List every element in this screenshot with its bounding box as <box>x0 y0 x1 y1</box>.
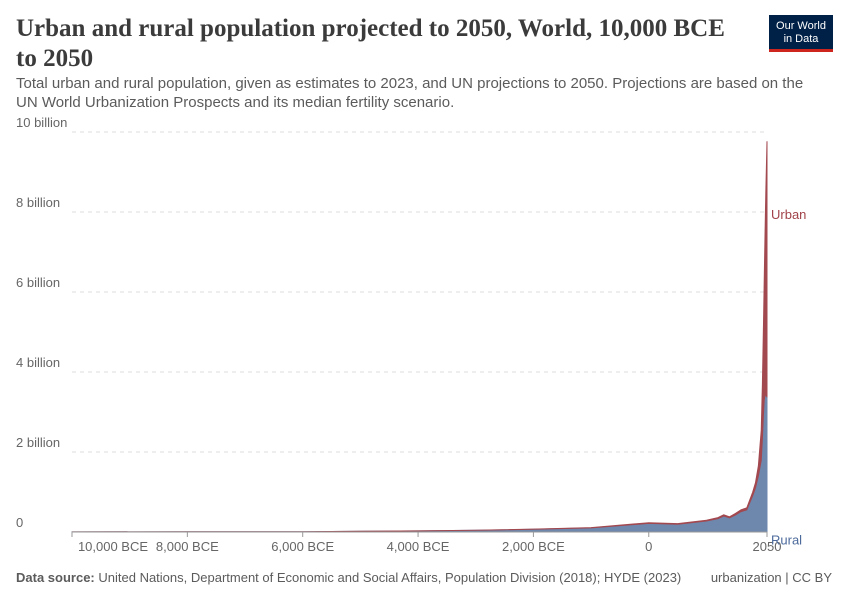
x-tick-label: 2050 <box>753 539 782 554</box>
area-rural[interactable] <box>71 393 768 533</box>
area-urban[interactable] <box>71 141 768 533</box>
x-tick-label: 6,000 BCE <box>271 539 334 554</box>
chart-subtitle: Total urban and rural population, given … <box>16 75 804 111</box>
x-tick-label: 2,000 BCE <box>502 539 565 554</box>
logo-line1: Our World <box>776 20 826 32</box>
source-text: United Nations, Department of Economic a… <box>98 570 682 585</box>
series-label-rural: Rural <box>771 533 802 548</box>
x-tick-label: 10,000 BCE <box>78 539 148 554</box>
license[interactable]: urbanization | CC BY <box>710 570 832 585</box>
series-label-urban: Urban <box>771 207 806 222</box>
x-tick-label: 8,000 BCE <box>156 539 219 554</box>
y-tick-label: 10 billion <box>16 115 67 130</box>
y-tick-label: 6 billion <box>16 275 60 290</box>
logo-line2: in Data <box>783 33 819 45</box>
y-tick-label: 2 billion <box>16 435 60 450</box>
x-tick-label: 4,000 BCE <box>387 539 450 554</box>
chart-title: Urban and rural population projected to … <box>16 15 725 72</box>
x-tick-label: 0 <box>645 539 652 554</box>
source-label: Data source: <box>16 570 95 585</box>
y-tick-label: 0 <box>16 515 23 530</box>
y-tick-label: 4 billion <box>16 355 60 370</box>
y-tick-label: 8 billion <box>16 195 60 210</box>
owid-logo[interactable]: Our World in Data <box>769 15 833 52</box>
data-source: Data source: United Nations, Department … <box>16 570 681 585</box>
